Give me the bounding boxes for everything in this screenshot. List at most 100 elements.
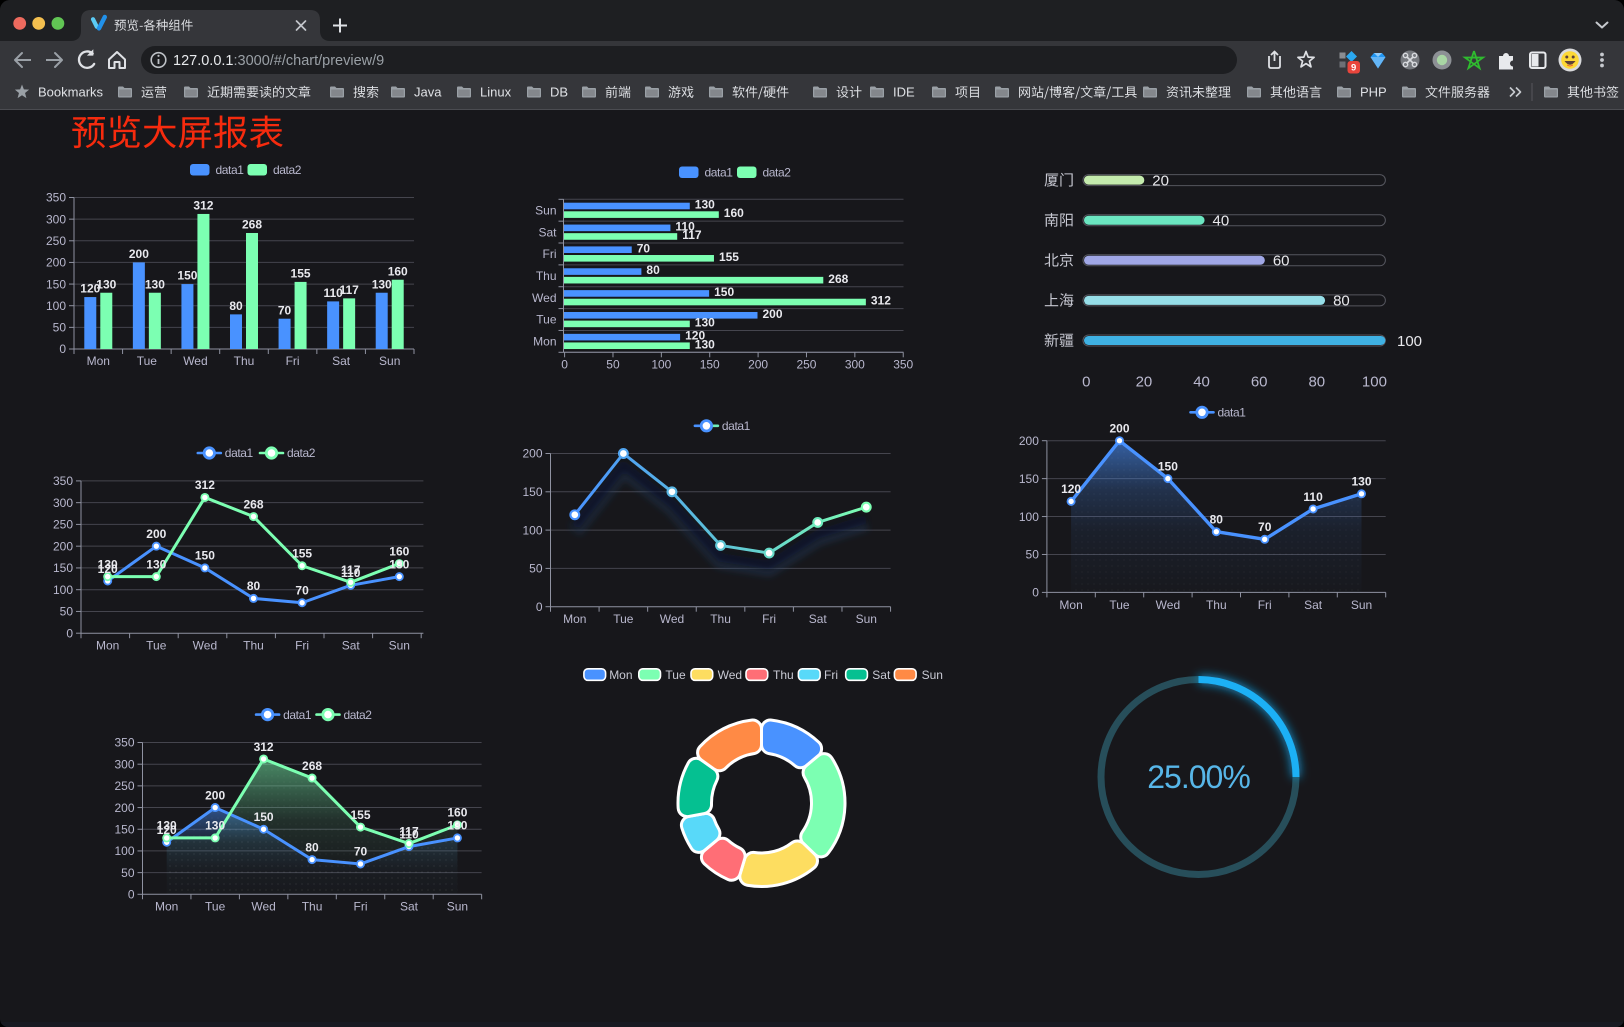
svg-text:0: 0: [536, 600, 543, 614]
svg-text:312: 312: [193, 199, 213, 213]
svg-text:130: 130: [96, 277, 116, 291]
svg-text:200: 200: [1109, 422, 1129, 436]
svg-text:150: 150: [195, 549, 215, 563]
svg-text:130: 130: [695, 315, 715, 329]
svg-text:150: 150: [700, 358, 720, 372]
svg-text:Sat: Sat: [400, 900, 419, 914]
svg-text:50: 50: [1026, 548, 1040, 562]
svg-text:130: 130: [145, 277, 165, 291]
svg-text:130: 130: [695, 198, 715, 212]
svg-text:80: 80: [1308, 374, 1325, 391]
svg-text:160: 160: [388, 264, 408, 278]
svg-text:0: 0: [66, 626, 73, 640]
svg-text:130: 130: [1351, 475, 1371, 489]
svg-text:Mon: Mon: [1059, 598, 1082, 612]
svg-text:200: 200: [522, 447, 542, 461]
svg-text:127.0.0.1:3000/#/chart/preview: 127.0.0.1:3000/#/chart/preview/9: [173, 53, 384, 69]
svg-text:data2: data2: [287, 446, 316, 460]
svg-text:Fri: Fri: [543, 247, 557, 261]
svg-text:Sat: Sat: [872, 668, 891, 682]
svg-text:Mon: Mon: [533, 335, 556, 349]
svg-text:Thu: Thu: [302, 900, 323, 914]
svg-text:Fri: Fri: [295, 639, 309, 653]
svg-text:Wed: Wed: [660, 612, 684, 626]
svg-text:312: 312: [871, 294, 891, 308]
svg-text:250: 250: [114, 779, 134, 793]
svg-text:Sat: Sat: [342, 639, 361, 653]
svg-text:100: 100: [651, 358, 671, 372]
svg-text:80: 80: [247, 579, 261, 593]
svg-text:150: 150: [1019, 472, 1039, 486]
svg-text:data1: data1: [225, 446, 254, 460]
svg-text:100: 100: [522, 523, 542, 537]
svg-text:Java: Java: [414, 85, 442, 100]
svg-text:0: 0: [128, 888, 135, 902]
svg-text:25.00%: 25.00%: [1147, 759, 1250, 795]
svg-text:Wed: Wed: [718, 668, 742, 682]
svg-text:200: 200: [1019, 434, 1039, 448]
svg-text:300: 300: [114, 757, 134, 771]
svg-text:80: 80: [1333, 293, 1350, 310]
svg-text:Fri: Fri: [762, 612, 776, 626]
svg-text:120: 120: [685, 329, 705, 343]
svg-text:117: 117: [399, 824, 419, 838]
svg-text:0: 0: [561, 358, 568, 372]
svg-text:Thu: Thu: [1206, 598, 1227, 612]
svg-text:Linux: Linux: [480, 85, 512, 100]
svg-text:250: 250: [46, 234, 66, 248]
svg-text:117: 117: [339, 283, 359, 297]
svg-text:150: 150: [53, 561, 73, 575]
svg-text:Wed: Wed: [193, 639, 217, 653]
svg-text:data2: data2: [763, 165, 792, 179]
svg-text:60: 60: [1251, 374, 1268, 391]
svg-text:300: 300: [53, 496, 73, 510]
svg-text:300: 300: [46, 212, 66, 226]
svg-text:data2: data2: [344, 708, 373, 722]
svg-text:150: 150: [46, 277, 66, 291]
svg-text:Fri: Fri: [824, 668, 838, 682]
svg-text:Sun: Sun: [856, 612, 877, 626]
svg-text:Tue: Tue: [536, 313, 557, 327]
svg-text:80: 80: [1210, 513, 1224, 527]
svg-text:150: 150: [522, 485, 542, 499]
svg-text:155: 155: [292, 547, 312, 561]
svg-text:80: 80: [229, 299, 243, 313]
svg-text:110: 110: [675, 219, 695, 233]
svg-text:IDE: IDE: [893, 85, 915, 100]
svg-text:312: 312: [195, 478, 215, 492]
svg-text:110: 110: [399, 827, 419, 841]
svg-text:Tue: Tue: [205, 900, 226, 914]
svg-text:155: 155: [719, 250, 739, 264]
svg-text:268: 268: [302, 759, 322, 773]
svg-text:50: 50: [121, 866, 135, 880]
svg-text:250: 250: [796, 358, 816, 372]
svg-text:100: 100: [1397, 333, 1422, 350]
svg-text:350: 350: [53, 474, 73, 488]
svg-text:100: 100: [53, 583, 73, 597]
svg-text:Sun: Sun: [379, 354, 400, 368]
svg-text:Mon: Mon: [609, 668, 632, 682]
svg-text:40: 40: [1193, 374, 1210, 391]
svg-text:130: 130: [447, 819, 467, 833]
svg-text:200: 200: [763, 307, 783, 321]
svg-text:120: 120: [98, 562, 118, 576]
svg-text:155: 155: [350, 808, 370, 822]
svg-text:100: 100: [114, 844, 134, 858]
svg-text:data1: data1: [283, 708, 312, 722]
svg-text:200: 200: [46, 256, 66, 270]
svg-text:50: 50: [60, 605, 74, 619]
svg-text:Wed: Wed: [532, 291, 556, 305]
svg-text:Sun: Sun: [922, 668, 943, 682]
svg-text:Wed: Wed: [1156, 598, 1180, 612]
svg-text:120: 120: [157, 823, 177, 837]
svg-text:70: 70: [637, 241, 651, 255]
svg-text:350: 350: [114, 736, 134, 750]
svg-text:120: 120: [80, 282, 100, 296]
svg-text:70: 70: [278, 303, 292, 317]
svg-text:Tue: Tue: [137, 354, 158, 368]
svg-text:Sun: Sun: [1351, 598, 1372, 612]
svg-text:80: 80: [646, 263, 660, 277]
svg-text:20: 20: [1152, 172, 1169, 189]
svg-text:70: 70: [354, 845, 368, 859]
svg-text:Sat: Sat: [332, 354, 351, 368]
